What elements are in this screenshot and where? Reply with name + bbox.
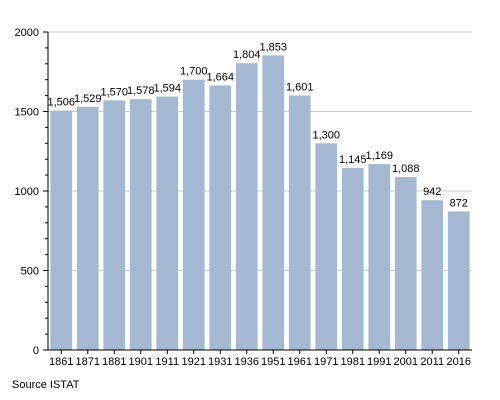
x-tick-label-1951: 1951: [261, 356, 285, 368]
x-tick-label-1971: 1971: [314, 356, 338, 368]
x-tick-label-1921: 1921: [182, 356, 206, 368]
data-label-1921: 1,700: [180, 66, 208, 78]
x-tick-label-1911: 1911: [155, 356, 179, 368]
bar-1911: [156, 96, 179, 350]
data-label-1911: 1,594: [153, 83, 181, 95]
y-tick-label: 2000: [15, 27, 39, 39]
data-label-2011: 942: [423, 186, 441, 198]
bar-1871: [76, 106, 99, 350]
x-tick-label-1991: 1991: [367, 356, 391, 368]
data-label-1981: 1,145: [339, 154, 367, 166]
data-label-1961: 1,601: [286, 81, 314, 93]
bar-1936: [235, 63, 258, 350]
source-note: Source ISTAT: [12, 379, 80, 391]
data-label-1991: 1,169: [365, 150, 393, 162]
data-label-1931: 1,664: [206, 71, 234, 83]
bar-1981: [341, 167, 364, 350]
bar-1901: [129, 99, 152, 351]
bar-1991: [368, 164, 391, 350]
x-tick-label-1961: 1961: [288, 356, 312, 368]
x-tick-label-1981: 1981: [341, 356, 365, 368]
y-tick-label: 1000: [15, 186, 39, 198]
data-label-1951: 1,853: [259, 41, 287, 53]
bar-1881: [103, 100, 126, 351]
x-tick-label-1931: 1931: [208, 356, 232, 368]
bar-1861: [50, 110, 73, 351]
x-tick-label-2016: 2016: [447, 356, 471, 368]
bar-1921: [182, 79, 205, 350]
bar-1971: [315, 143, 338, 350]
data-label-1971: 1,300: [312, 129, 340, 141]
data-label-1861: 1,506: [47, 97, 75, 109]
x-tick-label-1901: 1901: [129, 356, 153, 368]
data-label-1881: 1,570: [100, 86, 128, 98]
data-label-1871: 1,529: [74, 93, 102, 105]
x-tick-label-2001: 2001: [394, 356, 418, 368]
x-tick-label-2011: 2011: [420, 356, 444, 368]
bar-2001: [394, 177, 417, 350]
axes: 0 500 1000 1500 2000 1861 1871 1881 1901 1911 1921…: [15, 27, 472, 368]
y-tick-label: 1500: [15, 107, 39, 119]
x-tick-label-1936: 1936: [235, 356, 259, 368]
data-label-1901: 1,578: [127, 85, 155, 97]
y-tick-label: 0: [33, 345, 39, 357]
data-label-2016: 872: [450, 197, 468, 209]
y-tick-label: 500: [21, 266, 39, 278]
x-tick-label-1861: 1861: [49, 356, 73, 368]
x-tick-label-1881: 1881: [102, 356, 126, 368]
bar-1951: [262, 55, 285, 351]
bar-1931: [209, 85, 232, 350]
data-label-1936: 1,804: [233, 49, 261, 61]
bar-1961: [288, 95, 311, 350]
x-tick-label-1871: 1871: [76, 356, 100, 368]
data-label-2001: 1,088: [392, 163, 420, 175]
bar-2016: [447, 211, 470, 350]
bar-2011: [421, 200, 444, 350]
bars: [50, 55, 470, 351]
